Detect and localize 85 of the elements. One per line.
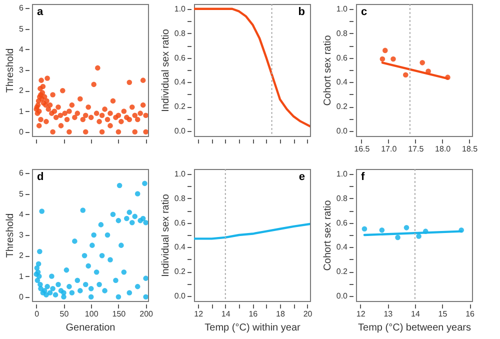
- annotation: c: [361, 6, 368, 18]
- y-tick-label: 0.4: [174, 78, 186, 87]
- y-axis-title: Threshold: [5, 48, 16, 93]
- x-tick-label: 18: [276, 310, 286, 318]
- y-tick-label: 1: [19, 272, 24, 281]
- y-tick-label: 0.6: [174, 218, 186, 228]
- x-tick-label: 0: [34, 310, 40, 318]
- y-tick-label: 1.0: [174, 4, 186, 14]
- x-tick-label: 16.5: [354, 144, 370, 154]
- y-tick-label: 0: [19, 127, 24, 136]
- x-tick-label: 100: [84, 310, 99, 318]
- y-tick-label: 0.6: [336, 53, 348, 62]
- x-tick-label: 17.0: [381, 144, 398, 154]
- point: [395, 234, 400, 240]
- y-tick-label: 0.8: [336, 28, 348, 38]
- y-tick-label: 0.4: [174, 242, 186, 252]
- y-tick-label: 1.0: [336, 4, 348, 14]
- point: [362, 226, 368, 232]
- y-tick-label: 1: [19, 106, 24, 116]
- y-tick-label: 0.2: [174, 267, 186, 276]
- y-tick-label: 2: [19, 251, 24, 260]
- annotation: a: [37, 6, 44, 18]
- y-tick-label: 0: [19, 292, 24, 302]
- x-tick-label: 16: [466, 310, 476, 318]
- x-tick-label: 18.5: [462, 144, 478, 154]
- point: [402, 72, 408, 78]
- point: [404, 225, 410, 230]
- point: [390, 56, 396, 62]
- y-tick-label: 0.0: [336, 126, 348, 136]
- y-tick-label: 4: [19, 44, 24, 54]
- y-axis-title: Cohort sex ratio: [322, 34, 334, 106]
- y-tick-label: 1.0: [336, 169, 348, 178]
- x-tick-label: 17.5: [408, 144, 424, 154]
- y-tick-label: 0.0: [336, 292, 348, 301]
- y-tick-label: 2: [19, 86, 24, 96]
- x-tick-label: 20: [303, 310, 313, 318]
- annotation: d: [37, 171, 44, 183]
- y-tick-label: 0.4: [336, 242, 348, 252]
- y-tick-label: 0.6: [336, 218, 348, 228]
- y-tick-label: 1.0: [174, 169, 186, 178]
- y-tick-label: 0.8: [174, 194, 186, 203]
- line-series: [194, 222, 310, 240]
- point: [379, 227, 385, 233]
- x-tick-label: 16: [248, 310, 258, 318]
- point: [380, 56, 386, 62]
- y-tick-label: 0.2: [336, 267, 348, 276]
- y-tick-label: 3: [19, 66, 24, 74]
- point: [420, 60, 426, 66]
- y-tick-label: 0.0: [174, 126, 186, 136]
- point: [416, 234, 422, 239]
- annotation: f: [361, 171, 365, 183]
- y-tick-label: 5: [19, 189, 24, 198]
- y-axis-title: Threshold: [5, 213, 16, 258]
- y-tick-label: 4: [19, 210, 24, 219]
- annotation: e: [298, 171, 305, 183]
- x-tick-label: 150: [112, 310, 126, 318]
- y-axis-title: Individual sex ratio: [160, 28, 172, 112]
- y-tick-label: 0.2: [336, 102, 348, 112]
- x-axis-title: Generation: [66, 322, 116, 334]
- y-tick-label: 5: [19, 24, 24, 34]
- line-series: [194, 8, 310, 128]
- y-tick-label: 6: [19, 4, 24, 13]
- y-tick-label: 0.6: [174, 53, 186, 62]
- x-tick-label: 18.0: [435, 144, 452, 154]
- y-tick-label: 3: [19, 230, 24, 240]
- y-tick-label: 0.2: [174, 102, 186, 112]
- y-tick-label: 6: [19, 168, 24, 178]
- x-tick-label: 12: [356, 310, 366, 318]
- y-axis-title: Cohort sex ratio: [322, 200, 334, 271]
- x-tick-label: 14: [411, 310, 420, 318]
- x-axis-title: Temp (°C) within year: [204, 322, 302, 334]
- y-tick-label: 0.8: [336, 194, 348, 203]
- x-tick-label: 50: [60, 310, 70, 318]
- x-tick-label: 15: [438, 310, 448, 318]
- x-tick-label: 14: [221, 310, 231, 318]
- x-tick-label: 200: [140, 310, 154, 318]
- x-tick-label: 12: [194, 310, 204, 318]
- y-tick-label: 0.8: [174, 28, 186, 38]
- annotation: b: [298, 6, 306, 18]
- y-tick-label: 0.0: [174, 292, 186, 301]
- y-tick-label: 0.4: [336, 78, 348, 87]
- x-tick-label: 13: [384, 310, 394, 318]
- x-axis-title: Temp (°C) between years: [358, 322, 471, 334]
- point: [382, 48, 388, 54]
- y-axis-title: Individual sex ratio: [160, 194, 172, 277]
